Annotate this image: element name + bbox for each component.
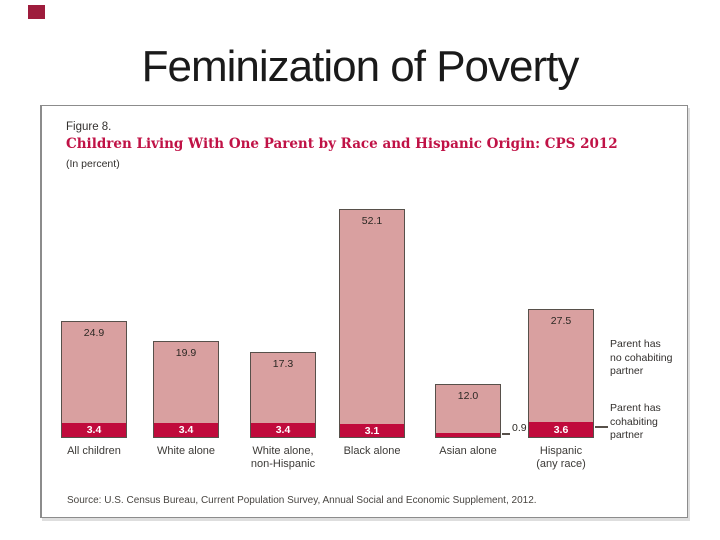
bar-column: 12.0 xyxy=(435,384,501,438)
figure-title: Children Living With One Parent by Race … xyxy=(66,136,618,152)
bar-segment-no-cohabiting-partner: 27.5 xyxy=(529,310,593,423)
bar-segment-no-cohabiting-partner: 17.3 xyxy=(251,353,315,424)
bar-segment-cohabiting-partner: 3.4 xyxy=(62,423,126,437)
bar-column: 27.5 3.6 xyxy=(528,309,594,438)
bar-cohabiting-value-label: 3.4 xyxy=(86,423,102,436)
bar-value-label: 27.5 xyxy=(550,315,572,327)
figure-units-label: (In percent) xyxy=(66,158,120,170)
bar-column: 24.9 3.4 xyxy=(61,321,127,438)
figure-number-label: Figure 8. xyxy=(66,121,112,133)
legend-cohabiting-partner: Parent has cohabiting partner xyxy=(610,402,661,441)
category-label: White alone, non-Hispanic xyxy=(250,445,316,470)
bar-segment-cohabiting-partner: 3.4 xyxy=(154,423,218,437)
source-note: Source: U.S. Census Bureau, Current Popu… xyxy=(67,495,537,506)
bar-segment-cohabiting-partner: 3.1 xyxy=(340,424,404,437)
bar-cohabiting-value-label: 3.6 xyxy=(553,423,569,436)
bar-value-label: 17.3 xyxy=(272,358,294,370)
category-label: White alone xyxy=(156,445,216,457)
bar-cohabiting-value-label-outside: 0.9 xyxy=(512,422,527,434)
bar-column: 17.3 3.4 xyxy=(250,352,316,438)
value-connector-line xyxy=(502,433,510,435)
category-label: Black alone xyxy=(343,445,401,457)
bar-segment-no-cohabiting-partner: 52.1 xyxy=(340,210,404,425)
bar-value-label: 52.1 xyxy=(361,215,383,227)
bar-segment-no-cohabiting-partner: 24.9 xyxy=(62,322,126,424)
bar-segment-cohabiting-partner: 3.4 xyxy=(251,423,315,437)
category-label: Hispanic (any race) xyxy=(536,445,586,470)
bar-segment-cohabiting-partner xyxy=(436,433,500,437)
legend-connector-line xyxy=(595,426,608,428)
bar-column: 19.9 3.4 xyxy=(153,341,219,438)
figure-panel: Figure 8. Children Living With One Paren… xyxy=(40,105,688,518)
slide-title: Feminization of Poverty xyxy=(141,42,580,91)
bar-value-label: 19.9 xyxy=(175,347,197,359)
category-label: Asian alone xyxy=(439,445,497,457)
bar-cohabiting-value-label: 3.4 xyxy=(178,423,194,436)
bar-column: 52.1 3.1 xyxy=(339,209,405,438)
slide-accent-mark xyxy=(28,5,45,19)
bar-cohabiting-value-label: 3.1 xyxy=(364,424,380,437)
bar-segment-cohabiting-partner: 3.6 xyxy=(529,422,593,437)
bar-value-label: 12.0 xyxy=(457,390,479,402)
bar-segment-no-cohabiting-partner: 19.9 xyxy=(154,342,218,424)
bar-chart-plot-area: 24.9 3.4 All children 19.9 3.4 White alone 17.… xyxy=(42,106,687,517)
bar-cohabiting-value-label: 3.4 xyxy=(275,423,291,436)
category-label: All children xyxy=(67,445,121,457)
legend-no-cohabiting-partner: Parent has no cohabiting partner xyxy=(610,338,673,377)
bar-value-label: 24.9 xyxy=(83,327,105,339)
bar-segment-no-cohabiting-partner: 12.0 xyxy=(436,385,500,434)
